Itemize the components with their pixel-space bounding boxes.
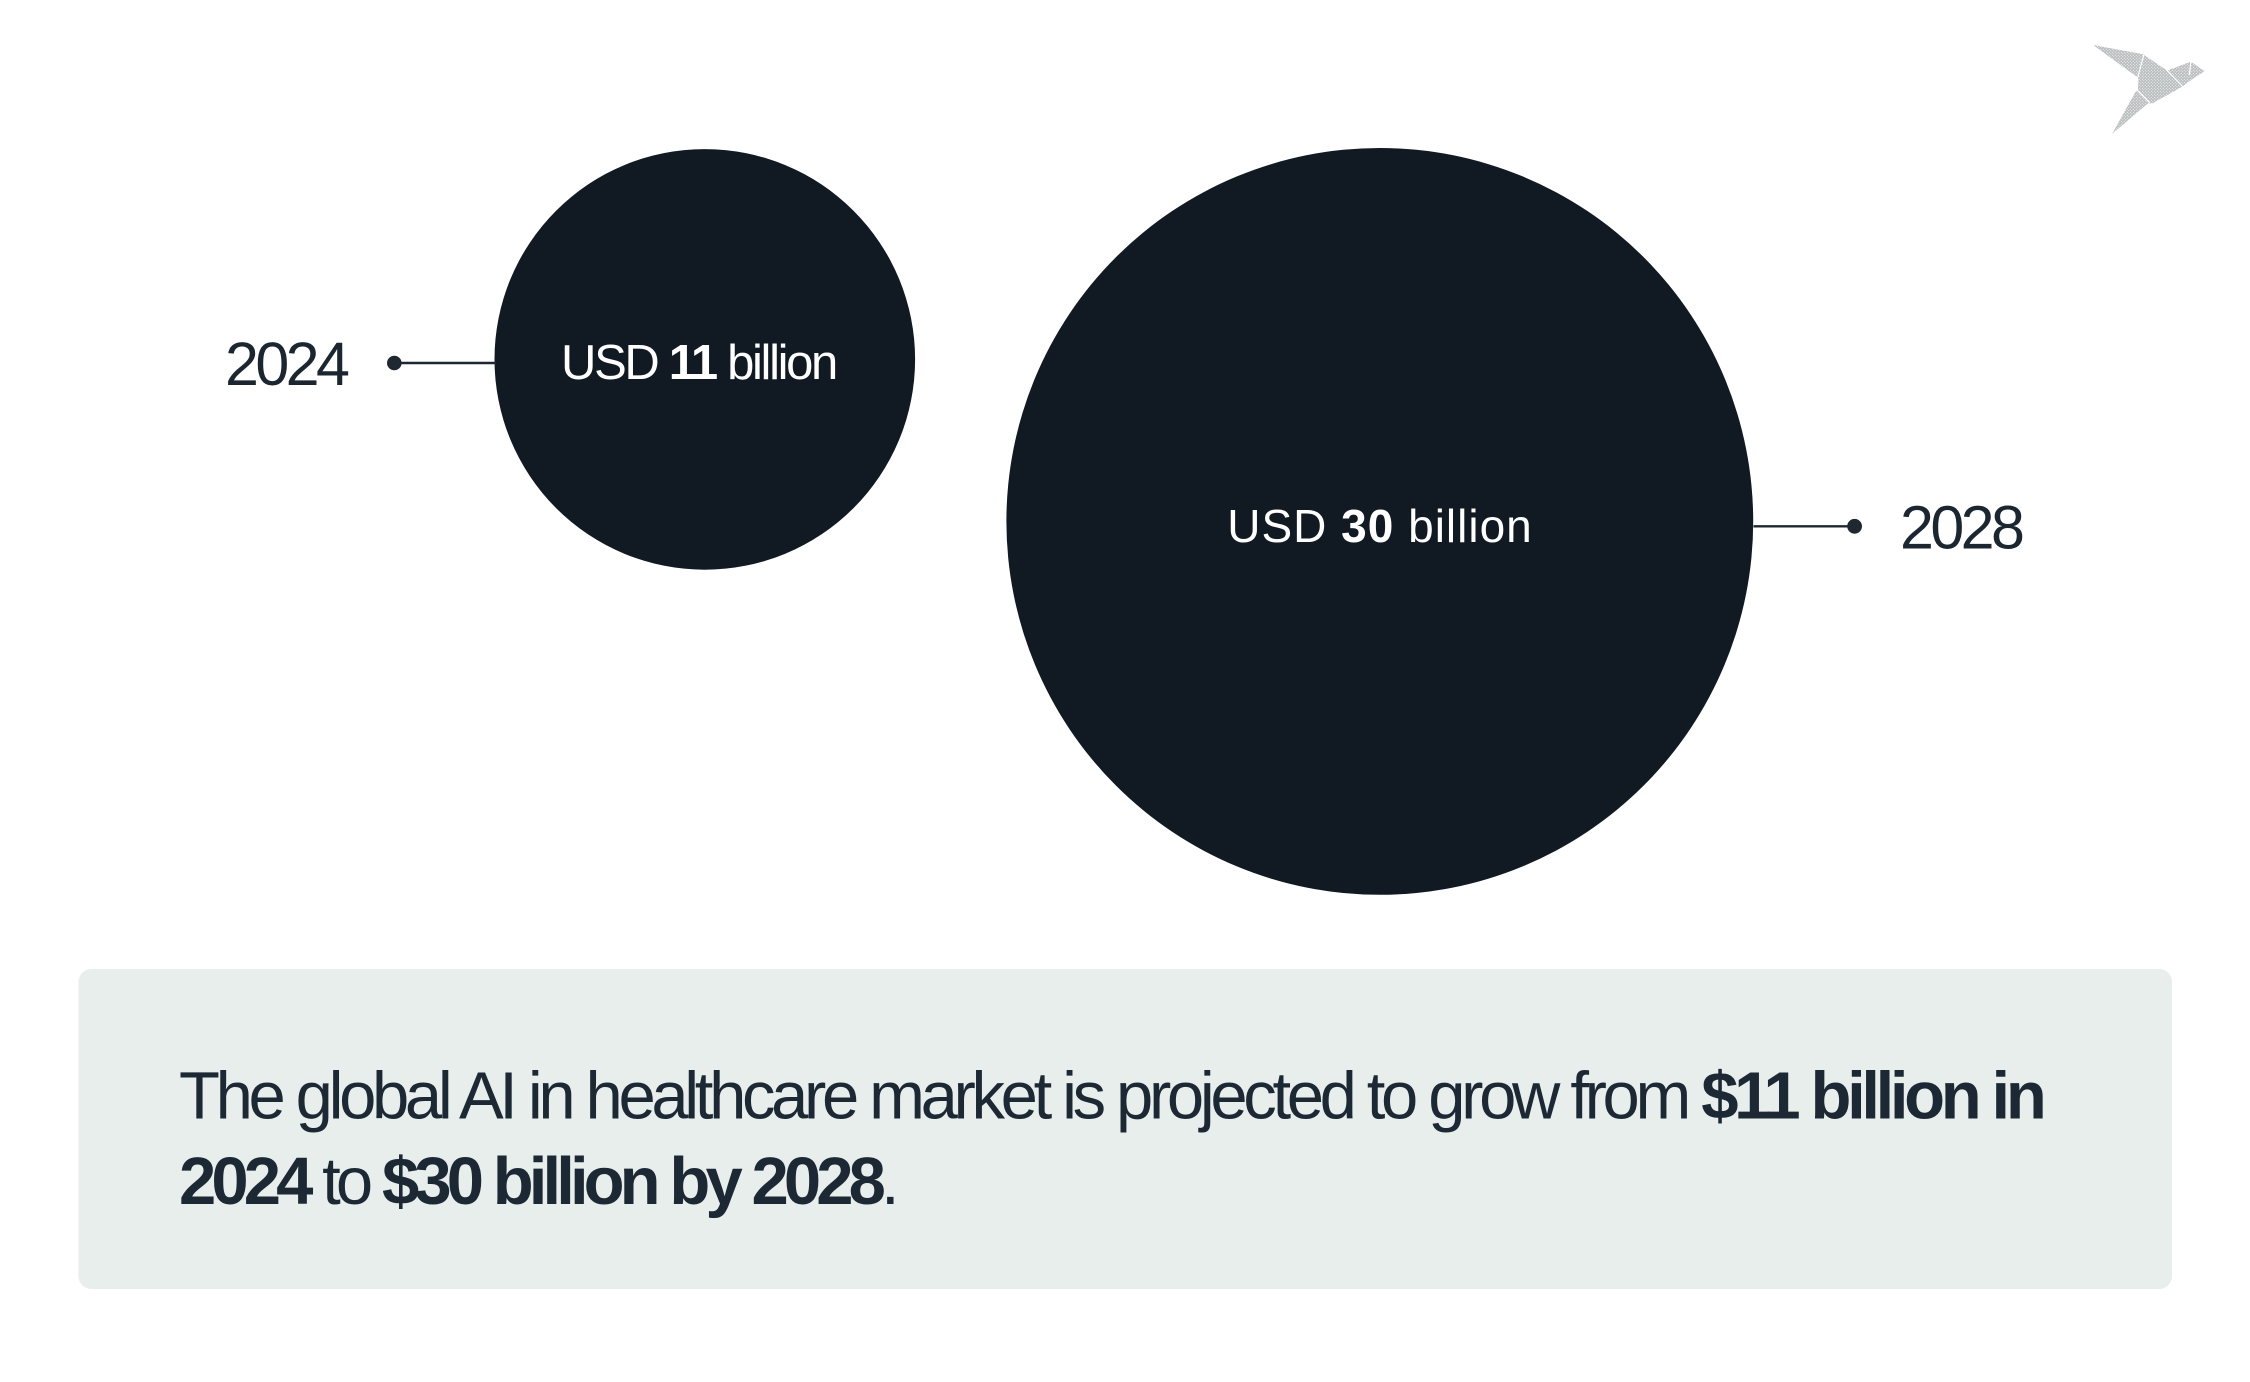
- svg-text:USD 11 billion: USD 11 billion: [561, 336, 836, 390]
- svg-text:USD 30 billion: USD 30 billion: [1227, 500, 1533, 552]
- svg-text:2024: 2024: [225, 330, 349, 398]
- svg-text:The global AI in healthcare ma: The global AI in healthcare market is pr…: [179, 1058, 2043, 1133]
- svg-text:2024 to $30 billion by 2028.: 2024 to $30 billion by 2028.: [179, 1144, 895, 1219]
- svg-text:2028: 2028: [1900, 493, 2023, 561]
